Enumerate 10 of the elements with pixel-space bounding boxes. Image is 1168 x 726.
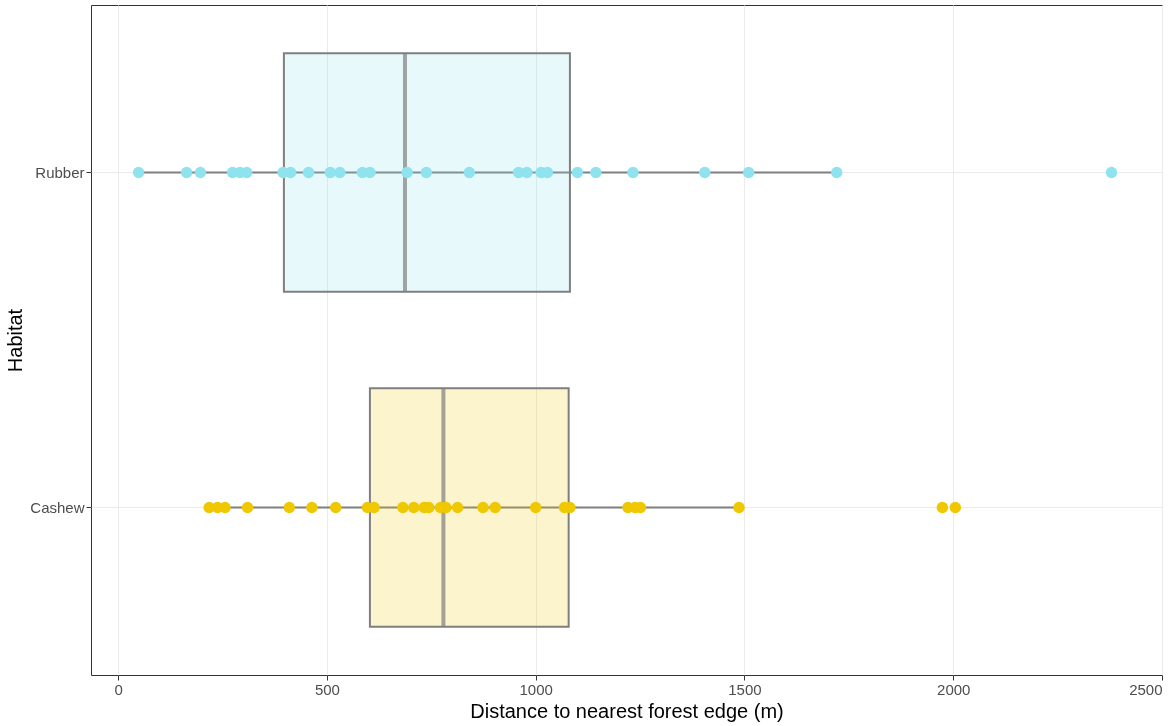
x-axis-title: Distance to nearest forest edge (m) [470, 699, 784, 722]
y-tick-label: Rubber [35, 163, 85, 181]
x-tick-label: 1500 [728, 680, 762, 698]
y-tick-label: Cashew [30, 498, 85, 516]
x-tick-label: 1000 [519, 680, 553, 698]
x-tick-label: 2500 [1129, 680, 1163, 698]
y-axis-title: Habitat [4, 308, 27, 373]
x-tick-label: 0 [114, 680, 123, 698]
x-tick-label: 2000 [937, 680, 971, 698]
x-tick-label: 500 [314, 680, 340, 698]
